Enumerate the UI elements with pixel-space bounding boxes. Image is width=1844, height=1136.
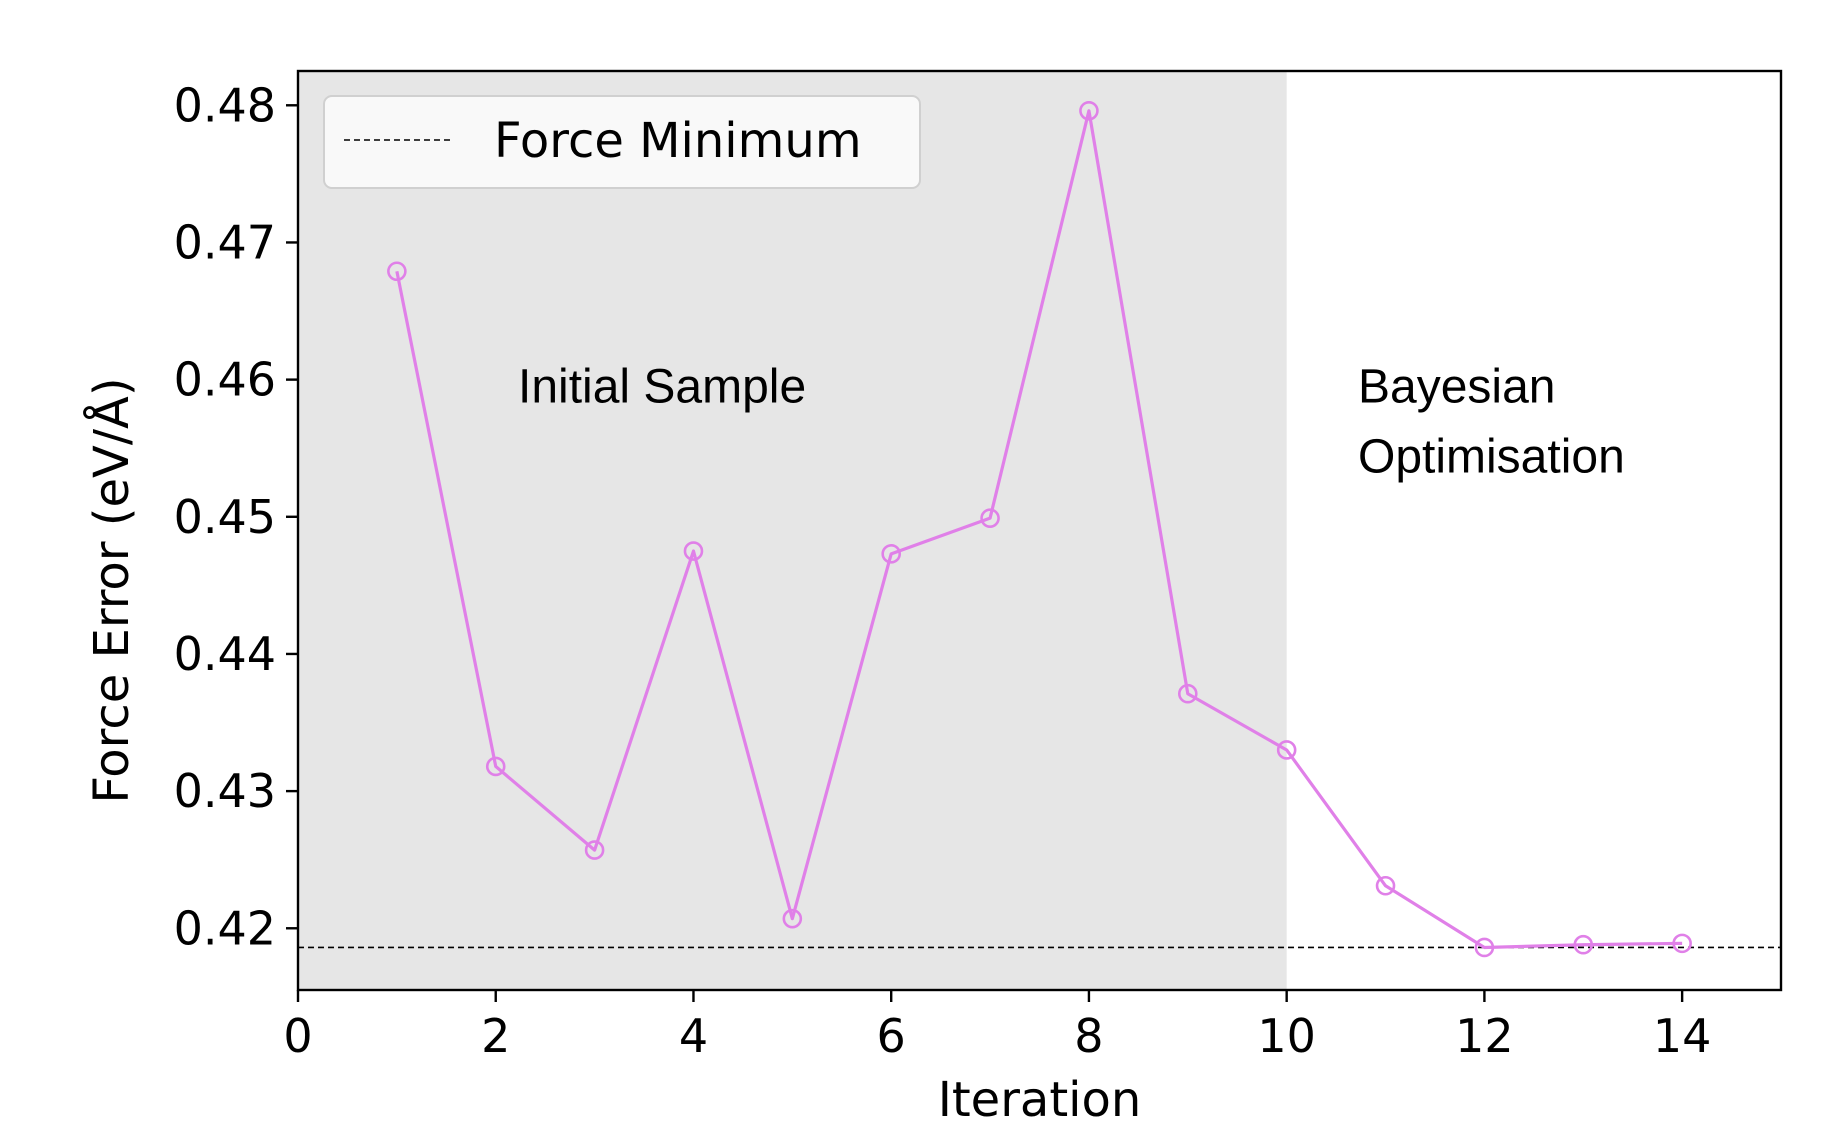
data-point [584, 840, 605, 860]
data-point [1672, 933, 1692, 954]
region-label: Optimisation [1358, 430, 1625, 483]
y-tick-label: 0.47 [174, 215, 276, 269]
data-point [881, 544, 902, 564]
data-point [1276, 740, 1297, 760]
y-tick-label: 0.42 [174, 901, 276, 955]
region-labels: Initial Sample Bayesian Optimisation [518, 360, 1625, 483]
region-label: Initial Sample [518, 360, 806, 413]
x-tick-label: 10 [1257, 1009, 1316, 1063]
data-point [485, 756, 506, 777]
y-tick-label: 0.44 [174, 627, 276, 681]
legend-box [323, 95, 921, 189]
data-point [683, 541, 704, 561]
x-axis-label: Iteration [938, 1072, 1142, 1128]
x-tick-label: 8 [1074, 1009, 1103, 1063]
x-tick-label: 6 [877, 1009, 906, 1063]
plot-frame [296, 69, 1783, 992]
x-tick-label: 4 [679, 1009, 708, 1063]
series-layer [387, 100, 1692, 958]
data-point [1178, 683, 1198, 704]
y-tick-label: 0.46 [174, 353, 276, 407]
x-tick-label: 2 [481, 1009, 510, 1063]
y-tick-label: 0.43 [174, 764, 276, 818]
data-point [1079, 100, 1099, 121]
data-point [1474, 937, 1495, 958]
data-point [1573, 934, 1594, 955]
series-line [395, 109, 1683, 950]
x-tick-label: 12 [1455, 1009, 1514, 1063]
data-point [782, 908, 803, 929]
data-point [387, 261, 407, 282]
ticks-layer: 0 2 4 6 8 10 12 14 0.42 0.43 0.44 0.45 0.46 0.47 0.48 [174, 78, 1712, 1063]
data-point [1375, 875, 1396, 896]
y-tick-label: 0.45 [174, 490, 276, 544]
region-label: Bayesian [1358, 360, 1555, 413]
legend: Force Minimum [323, 95, 921, 189]
y-axis-label: Force Error (eV/Å) [83, 377, 140, 803]
x-tick-label: 0 [283, 1009, 312, 1063]
legend-force-minimum-label: Force Minimum [494, 113, 862, 169]
y-tick-label: 0.48 [174, 78, 276, 132]
x-tick-label: 14 [1653, 1009, 1712, 1063]
data-point [980, 508, 1000, 528]
initial-sample-shaded-region [298, 71, 1287, 990]
